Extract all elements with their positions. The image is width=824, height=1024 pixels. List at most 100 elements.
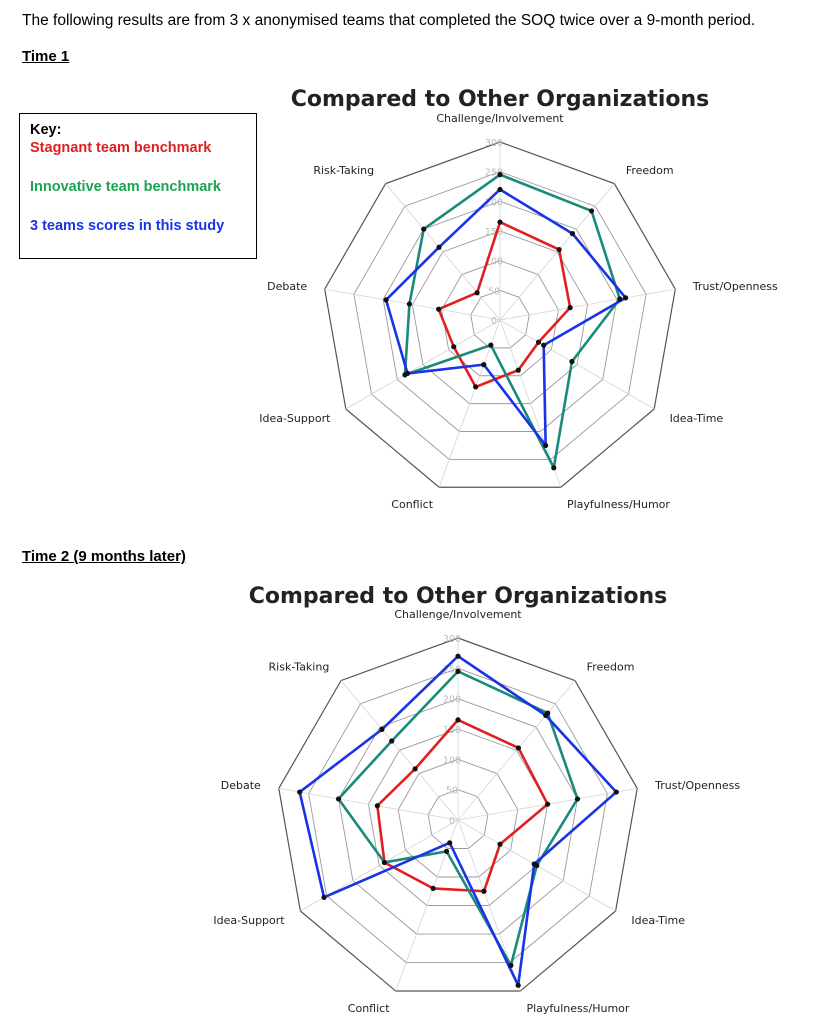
tick-label-300: 300 xyxy=(485,138,503,149)
grid-ring-50 xyxy=(427,789,489,849)
point-study-challenge-involvement xyxy=(497,186,503,193)
point-innovative-trust-openness xyxy=(574,796,581,802)
point-study-debate xyxy=(383,297,389,303)
axis-label-debate: Debate xyxy=(267,280,307,293)
axis-label-idea-support: Idea-Support xyxy=(213,914,285,927)
point-study-idea-time xyxy=(541,342,547,348)
point-study-playfulness-humor xyxy=(515,982,521,988)
axis-label-idea-time: Idea-Time xyxy=(631,914,685,927)
grid-ring-100 xyxy=(397,758,519,878)
spoke-trust-openness xyxy=(499,288,676,321)
grid-ring-250 xyxy=(308,667,608,963)
grid-ring-300 xyxy=(278,637,638,992)
point-study-trust-openness xyxy=(613,789,619,795)
point-stagnant-freedom xyxy=(515,745,522,751)
point-study-playfulness-humor xyxy=(543,442,549,449)
point-innovative-playfulness-humor xyxy=(508,962,514,968)
axis-label-risk-taking: Risk-Taking xyxy=(313,164,374,177)
tick-label-100: 100 xyxy=(485,257,503,268)
point-stagnant-conflict xyxy=(473,384,479,390)
axis-label-freedom: Freedom xyxy=(587,661,635,674)
point-study-debate xyxy=(297,789,303,795)
section-heading-time2: Time 2 (9 months later) xyxy=(22,548,186,565)
tick-label-250: 250 xyxy=(443,664,461,675)
point-innovative-challenge-involvement xyxy=(497,172,503,178)
point-stagnant-trust-openness xyxy=(567,305,573,311)
grid-ring-150 xyxy=(411,230,589,405)
point-innovative-idea-time xyxy=(569,358,575,365)
key-study: 3 teams scores in this study xyxy=(30,218,225,234)
grid-ring-100 xyxy=(441,260,559,377)
point-innovative-risk-taking xyxy=(421,226,427,232)
spoke-risk-taking xyxy=(340,680,459,821)
point-study-idea-support xyxy=(321,894,327,900)
key-innovative: Innovative team benchmark xyxy=(30,179,221,195)
point-innovative-debate xyxy=(406,301,413,307)
spoke-idea-support xyxy=(345,319,501,410)
point-innovative-idea-support xyxy=(381,859,388,866)
axis-label-idea-time: Idea-Time xyxy=(670,412,724,425)
point-stagnant-idea-support xyxy=(451,344,457,350)
point-innovative-playfulness-humor xyxy=(551,465,557,471)
spoke-risk-taking xyxy=(385,183,501,321)
series-line-study xyxy=(384,188,627,447)
tick-label-100: 100 xyxy=(443,755,461,766)
radar-chart-time2: Compared to Other Organizations 0 50 100 150… xyxy=(213,584,740,1015)
grid-ring-200 xyxy=(338,698,578,935)
tick-label-150: 150 xyxy=(485,227,503,238)
point-stagnant-challenge-involvement xyxy=(497,219,503,225)
axis-label-trust-openness: Trust/Openness xyxy=(692,280,778,293)
point-stagnant-conflict xyxy=(430,885,436,892)
point-stagnant-idea-time xyxy=(535,339,542,345)
spoke-debate xyxy=(324,288,501,321)
tick-label-150: 150 xyxy=(443,725,461,736)
point-stagnant-idea-time xyxy=(497,841,503,847)
point-stagnant-freedom xyxy=(556,246,562,253)
series-line-study xyxy=(298,654,618,987)
point-innovative-debate xyxy=(335,796,342,802)
axis-label-playfulness-humor: Playfulness/Humor xyxy=(567,498,670,510)
radar-chart-time1: Compared to Other Organizations 0 50 100 150… xyxy=(259,87,778,510)
intro-text: The following results are from 3 x anony… xyxy=(22,12,756,29)
point-stagnant-playfulness-humor xyxy=(515,367,521,373)
grid-ring-50 xyxy=(470,289,530,349)
axis-label-trust-openness: Trust/Openness xyxy=(654,779,740,792)
tick-label-50: 50 xyxy=(446,786,458,797)
spoke-freedom xyxy=(499,183,615,321)
point-study-challenge-involvement xyxy=(455,653,461,659)
point-stagnant-trust-openness xyxy=(545,801,551,807)
section-heading-time1: Time 1 xyxy=(22,48,70,65)
spoke-idea-time xyxy=(499,319,655,410)
point-study-risk-taking xyxy=(379,726,385,732)
series-line-innovative xyxy=(337,670,579,967)
key-stagnant: Stagnant team benchmark xyxy=(30,140,212,156)
point-study-conflict xyxy=(481,362,487,368)
axis-label-playfulness-humor: Playfulness/Humor xyxy=(526,1002,629,1015)
tick-label-200: 200 xyxy=(443,695,461,706)
point-study-idea-time xyxy=(531,861,537,867)
point-innovative-risk-taking xyxy=(389,738,395,744)
point-study-risk-taking xyxy=(436,244,442,250)
series-line-innovative xyxy=(403,173,622,470)
axis-label-conflict: Conflict xyxy=(391,498,433,510)
axis-label-conflict: Conflict xyxy=(348,1002,390,1015)
point-innovative-conflict xyxy=(488,342,494,348)
point-stagnant-challenge-involvement xyxy=(455,717,461,723)
point-study-freedom xyxy=(569,231,576,237)
series-line-stagnant xyxy=(376,718,549,893)
point-stagnant-risk-taking xyxy=(412,766,418,772)
point-study-freedom xyxy=(543,712,549,719)
axis-label-freedom: Freedom xyxy=(626,164,674,177)
tick-label-300: 300 xyxy=(443,634,461,645)
point-study-trust-openness xyxy=(623,295,629,301)
axis-label-challenge-involvement: Challenge/Involvement xyxy=(436,112,564,125)
point-innovative-trust-openness xyxy=(617,296,623,302)
spoke-debate xyxy=(278,788,459,821)
point-stagnant-playfulness-humor xyxy=(481,888,487,894)
tick-label-50: 50 xyxy=(488,286,500,297)
point-stagnant-debate xyxy=(436,306,442,312)
axis-label-debate: Debate xyxy=(221,779,261,792)
tick-label-250: 250 xyxy=(485,168,503,179)
point-innovative-challenge-involvement xyxy=(455,668,461,674)
tick-label-0: 0 xyxy=(491,316,497,327)
